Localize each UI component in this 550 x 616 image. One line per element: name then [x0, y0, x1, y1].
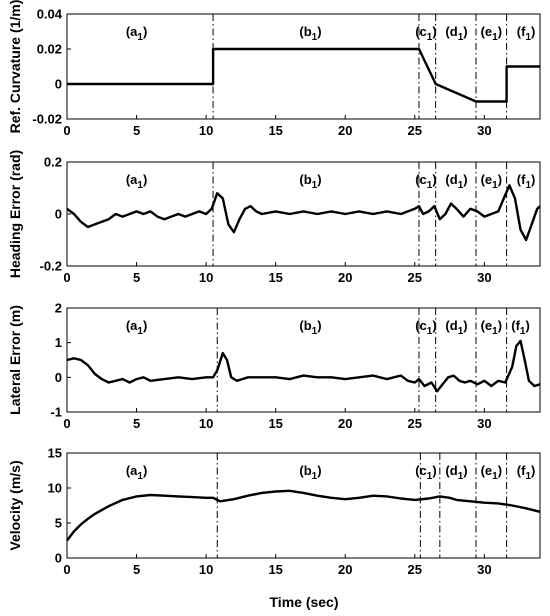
x-tick-label: 20 — [338, 123, 352, 138]
y-axis-title: Heading Error (rad) — [7, 150, 23, 278]
segment-label: (e1) — [481, 463, 502, 482]
y-tick-label: 15 — [48, 446, 62, 461]
series-line — [66, 339, 541, 393]
x-tick-label: 10 — [199, 123, 213, 138]
y-tick-label: -0.02 — [32, 112, 62, 127]
series-line — [67, 47, 540, 103]
y-tick-label: 0 — [55, 207, 62, 222]
y-tick-label: -1 — [50, 405, 62, 420]
segment-label: (e1) — [481, 172, 502, 191]
x-tick-label: 5 — [133, 270, 140, 285]
y-tick-label: 5 — [55, 516, 62, 531]
x-axis-title: Time (sec) — [270, 594, 339, 610]
series-line — [66, 489, 541, 542]
y-tick-label: 1 — [55, 335, 62, 350]
x-tick-label: 15 — [268, 123, 282, 138]
segment-label: (d1) — [445, 24, 467, 43]
segment-label: (a1) — [126, 318, 147, 337]
x-tick-label: 20 — [338, 562, 352, 577]
x-tick-label: 30 — [477, 123, 491, 138]
segment-label: (d1) — [445, 318, 467, 337]
segment-label: (b1) — [299, 172, 321, 191]
segment-label: (f1) — [517, 463, 536, 482]
x-tick-label: 30 — [477, 562, 491, 577]
x-tick-label: 20 — [338, 270, 352, 285]
y-tick-label: 0.04 — [37, 7, 63, 22]
segment-label: (c1) — [415, 172, 436, 191]
segment-label: (c1) — [415, 463, 436, 482]
x-tick-label: 15 — [268, 562, 282, 577]
y-tick-label: 0.2 — [44, 155, 62, 170]
segment-label: (f1) — [517, 172, 536, 191]
x-tick-label: 0 — [63, 123, 70, 138]
x-tick-label: 20 — [338, 416, 352, 431]
segment-label: (f1) — [511, 318, 530, 337]
y-axis-title: Lateral Error (m) — [7, 305, 23, 415]
x-tick-label: 10 — [199, 562, 213, 577]
y-tick-label: 0 — [55, 370, 62, 385]
y-axis-title: Ref. Curvature (1/m) — [7, 0, 23, 133]
segment-label: (e1) — [481, 318, 502, 337]
x-tick-label: 15 — [268, 416, 282, 431]
segment-label: (a1) — [126, 463, 147, 482]
x-tick-label: 25 — [408, 123, 422, 138]
segment-label: (b1) — [299, 463, 321, 482]
segment-label: (a1) — [126, 24, 147, 43]
segment-label: (b1) — [299, 318, 321, 337]
y-tick-label: 0 — [55, 551, 62, 566]
segment-label: (f1) — [517, 24, 536, 43]
segment-label: (e1) — [481, 24, 502, 43]
y-axis-title: Velocity (m/s) — [7, 460, 23, 550]
segment-label: (c1) — [415, 318, 436, 337]
x-tick-label: 30 — [477, 416, 491, 431]
x-tick-label: 25 — [408, 270, 422, 285]
segment-label: (a1) — [126, 172, 147, 191]
x-tick-label: 5 — [133, 562, 140, 577]
x-tick-label: 0 — [63, 562, 70, 577]
y-tick-label: 0 — [55, 77, 62, 92]
x-tick-label: 25 — [408, 562, 422, 577]
chart-panel: 0 5 10 15 20 25 30 0 5 10 15 Velocity (m/s) (a1) (b1)… — [7, 446, 541, 577]
x-tick-label: 0 — [63, 416, 70, 431]
x-tick-label: 15 — [268, 270, 282, 285]
segment-label: (d1) — [445, 172, 467, 191]
x-tick-label: 30 — [477, 270, 491, 285]
y-tick-label: 10 — [48, 481, 62, 496]
x-tick-label: 10 — [199, 416, 213, 431]
segment-label: (d1) — [445, 463, 467, 482]
y-tick-label: 2 — [55, 301, 62, 316]
x-tick-label: 0 — [63, 270, 70, 285]
segment-label: (c1) — [415, 24, 436, 43]
y-tick-label: -0.2 — [40, 259, 62, 274]
x-tick-label: 5 — [133, 416, 140, 431]
x-tick-label: 10 — [199, 270, 213, 285]
y-tick-label: 0.02 — [37, 42, 62, 57]
x-tick-label: 25 — [408, 416, 422, 431]
segment-label: (b1) — [299, 24, 321, 43]
plot-frame — [66, 452, 541, 559]
x-tick-label: 5 — [133, 123, 140, 138]
series-line — [66, 184, 541, 242]
